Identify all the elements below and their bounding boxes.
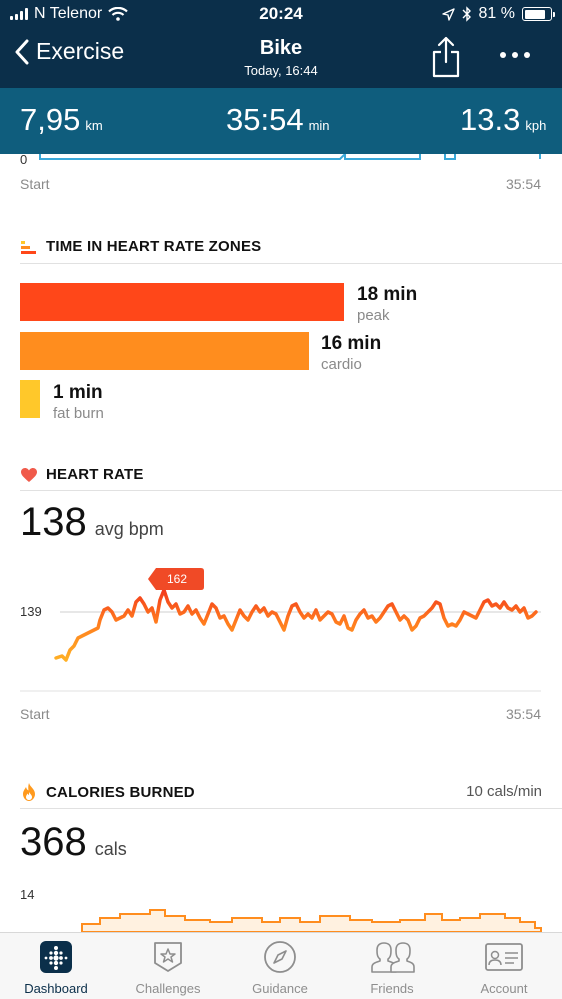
dot-icon [500,52,506,58]
heart-rate-section-title: HEART RATE [20,466,144,483]
pace-chart-end-label: 35:54 [505,176,541,192]
zones-title: TIME IN HEART RATE ZONES [46,238,262,255]
carrier-label: N Telenor [34,5,103,22]
calories-total: 368 cals [20,820,127,865]
distance-value: 7,95 [20,102,81,137]
account-card-icon [485,943,523,971]
heart-rate-divider [20,490,562,491]
zones-bars-icon [21,240,36,254]
location-arrow-icon [441,7,455,21]
chevron-left-icon [15,39,29,64]
peak-zone-text: 18 min peak [357,284,417,324]
hr-peak-label: 162 [167,572,187,586]
hr-ref-label: 139 [20,604,42,619]
hr-peak-marker: 162 [148,568,204,590]
bluetooth-icon [462,6,471,22]
battery-icon [522,7,555,21]
exercise-summary: 7,95 km 35:54 min 13.3 kph [0,88,562,154]
duration-stat: 35:54 min [226,102,330,138]
speed-value: 13.3 [460,102,521,137]
nav-title-block: Bike Today, 16:44 [0,37,562,78]
fat-burn-zone-bar [20,380,40,418]
cardio-zone-name: cardio [321,356,362,373]
pace-chart-remnant [39,154,541,160]
tab-friends-label: Friends [370,981,414,996]
calories-chart [81,909,542,932]
battery-percent: 81 % [478,5,515,22]
calories-area [81,909,542,932]
nav-bar: Exercise Bike Today, 16:44 [0,30,562,88]
speed-unit: kph [525,118,547,133]
flame-icon [23,783,35,801]
avg-bpm-unit: avg bpm [94,519,164,539]
back-button[interactable]: Exercise [14,38,124,65]
hr-end-label: 35:54 [505,706,541,722]
status-time: 20:24 [259,4,303,23]
duration-unit: min [308,118,330,133]
hr-line [54,588,538,662]
dashboard-icon [40,941,72,973]
avg-bpm: 138 avg bpm [20,500,164,545]
tab-dashboard[interactable]: Dashboard [0,939,112,996]
pace-chart-y-label: 0 [20,152,28,167]
distance-stat: 7,95 km [20,102,103,138]
cardio-zone-text: 16 min cardio [321,333,381,373]
heart-icon [21,467,37,482]
page-title: Bike [259,37,303,59]
peak-zone-bar [20,283,344,321]
distance-unit: km [85,118,103,133]
calories-y-label: 14 [20,887,35,902]
compass-icon [264,941,296,973]
star-badge-icon [154,942,182,972]
dot-icon [512,52,518,58]
signal-icon [10,8,28,20]
fat-burn-zone-name: fat burn [53,405,104,422]
status-bar: N Telenor 20:24 81 % [0,0,562,28]
back-label: Exercise [36,38,125,64]
more-options-button[interactable] [500,52,530,58]
page-subtitle: Today, 16:44 [244,63,318,78]
tab-friends[interactable]: Friends [336,939,448,996]
calories-value: 368 [20,820,87,864]
cardio-zone-bar [20,332,309,370]
friends-icon [371,942,415,973]
tab-challenges-label: Challenges [135,981,201,996]
top-bar: N Telenor 20:24 81 % Exercise [0,0,562,88]
tab-dashboard-label: Dashboard [24,981,88,996]
calories-section-title: CALORIES BURNED [20,782,195,802]
tab-challenges[interactable]: Challenges [112,939,224,996]
avg-bpm-value: 138 [20,500,87,544]
duration-value: 35:54 [226,102,304,137]
zones-section-title: TIME IN HEART RATE ZONES [20,238,261,255]
tab-bar: Dashboard Challenges Guidance Friends [0,932,562,999]
wifi-icon [108,7,128,21]
status-right: 81 % [441,5,555,23]
tab-guidance[interactable]: Guidance [224,939,336,996]
zones-divider [20,263,562,264]
speed-stat: 13.3 kph [460,102,546,138]
peak-zone-minutes: 18 min [357,284,418,305]
fat-burn-zone-text: 1 min fat burn [53,382,104,422]
share-icon[interactable] [430,36,462,78]
tab-guidance-label: Guidance [252,981,308,996]
tab-account[interactable]: Account [448,939,560,996]
heart-rate-title: HEART RATE [46,466,144,483]
status-left: N Telenor [10,5,128,23]
hr-start-label: Start [20,706,50,722]
peak-zone-name: peak [357,307,390,324]
pace-chart-start-label: Start [20,176,50,192]
calories-title: CALORIES BURNED [46,783,195,801]
dot-icon [524,52,530,58]
cardio-zone-minutes: 16 min [321,333,382,354]
fat-burn-zone-minutes: 1 min [53,382,103,403]
calories-divider [20,808,562,809]
heart-rate-chart: 162 139 [20,568,541,692]
calories-unit: cals [94,839,127,859]
calories-rate: 10 cals/min [466,783,542,800]
tab-account-label: Account [480,981,528,996]
